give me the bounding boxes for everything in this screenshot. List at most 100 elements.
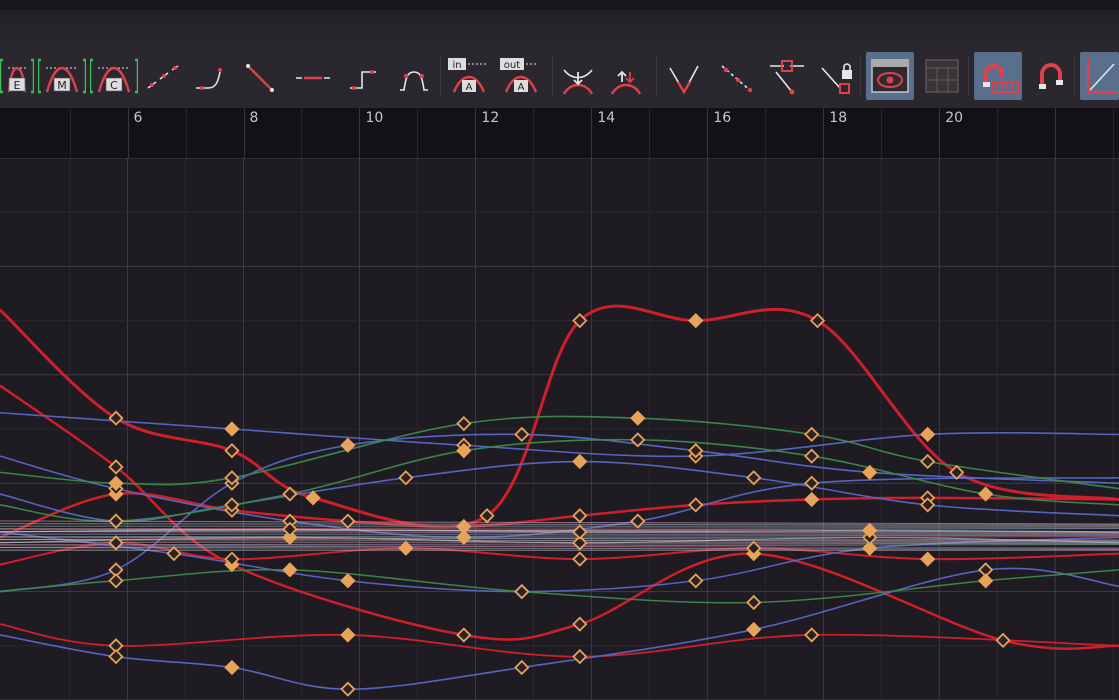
tangent-linear-button[interactable] xyxy=(240,52,280,100)
keyframe[interactable] xyxy=(688,573,704,589)
curve-blue[interactable] xyxy=(0,455,1119,539)
keyframe[interactable] xyxy=(630,432,646,448)
curve-red[interactable] xyxy=(0,492,1119,539)
keyframe[interactable] xyxy=(456,627,472,643)
keyframe[interactable] xyxy=(862,464,878,480)
keyframe[interactable] xyxy=(630,410,646,426)
time-ruler[interactable] xyxy=(0,108,1119,158)
keyframe[interactable] xyxy=(804,491,820,508)
keyframe[interactable] xyxy=(340,627,356,643)
tangent-fast-button[interactable] xyxy=(190,52,234,100)
tangents-custom-button[interactable]: C xyxy=(90,52,138,100)
keyframe[interactable] xyxy=(746,594,762,611)
snap-times-button[interactable] xyxy=(1028,52,1070,100)
keyframe[interactable] xyxy=(224,551,240,567)
keyframe[interactable] xyxy=(920,497,936,513)
keyframe[interactable] xyxy=(108,638,124,654)
keyframe[interactable] xyxy=(108,573,124,589)
keyframe[interactable] xyxy=(224,470,240,486)
tangent-constant-button[interactable] xyxy=(292,52,334,100)
curve-blue[interactable] xyxy=(0,567,1119,690)
keyframe[interactable] xyxy=(224,421,240,437)
keyframe[interactable] xyxy=(688,497,704,513)
keyframe[interactable] xyxy=(572,535,588,551)
curve-red[interactable] xyxy=(0,384,1119,650)
keyframe[interactable] xyxy=(456,529,472,546)
curve-green[interactable] xyxy=(0,568,1119,604)
keyframe[interactable] xyxy=(804,426,820,443)
keyframe[interactable] xyxy=(804,448,820,464)
keyframe[interactable] xyxy=(340,437,356,453)
curve-red[interactable] xyxy=(0,304,1119,529)
keyframe[interactable] xyxy=(920,453,936,470)
keyframe[interactable] xyxy=(108,475,124,491)
keyframe[interactable] xyxy=(340,681,356,697)
keyframe[interactable] xyxy=(514,426,530,443)
tangent-step-button[interactable] xyxy=(344,52,384,100)
keyframe[interactable] xyxy=(108,649,124,665)
show-buffer-curves-button[interactable] xyxy=(866,52,914,100)
keyframe[interactable] xyxy=(572,649,588,665)
keyframe[interactable] xyxy=(920,551,936,567)
keyframe[interactable] xyxy=(688,312,704,329)
keyframe[interactable] xyxy=(456,518,472,535)
curve-blue[interactable] xyxy=(0,460,1119,523)
normalize-curves-button[interactable] xyxy=(1080,52,1119,100)
keyframe[interactable] xyxy=(572,508,588,524)
curve-blue[interactable] xyxy=(0,411,1119,458)
keyframe[interactable] xyxy=(479,508,495,524)
keyframe[interactable] xyxy=(456,443,472,459)
keyframe[interactable] xyxy=(224,497,240,513)
keyframe[interactable] xyxy=(630,513,646,529)
keyframe[interactable] xyxy=(804,475,820,491)
tangents-mixed-button[interactable]: M xyxy=(38,52,86,100)
keyframe[interactable] xyxy=(456,415,472,432)
keyframe[interactable] xyxy=(862,522,878,538)
keyframe[interactable] xyxy=(282,521,298,537)
break-tangents-button[interactable] xyxy=(558,52,598,100)
key-lock-tangent-button[interactable] xyxy=(818,52,856,100)
keyframe[interactable] xyxy=(398,540,414,556)
tangents-auto-clamp-button[interactable]: E xyxy=(0,52,34,100)
keyframe[interactable] xyxy=(282,529,298,546)
keyframe[interactable] xyxy=(282,562,298,578)
keyframe[interactable] xyxy=(804,627,820,643)
keyframe[interactable] xyxy=(108,562,124,578)
keyframe[interactable] xyxy=(978,562,994,578)
keyframe[interactable] xyxy=(514,583,530,600)
keyframe[interactable] xyxy=(862,540,878,556)
keyframe[interactable] xyxy=(224,659,240,676)
tangent-out-button[interactable]: out A xyxy=(498,52,544,100)
tangent-auto-button[interactable] xyxy=(142,52,182,100)
tangent-in-button[interactable]: in A xyxy=(446,52,492,100)
keyframe[interactable] xyxy=(978,486,994,502)
keyframe[interactable] xyxy=(108,535,124,551)
keyframe[interactable] xyxy=(688,443,704,459)
keyframe[interactable] xyxy=(340,513,356,529)
unify-tangents-button[interactable] xyxy=(606,52,646,100)
keyframe[interactable] xyxy=(108,459,124,475)
keyframe[interactable] xyxy=(282,486,298,502)
keyframe[interactable] xyxy=(340,573,356,589)
keyframe[interactable] xyxy=(809,312,826,329)
keyframe[interactable] xyxy=(995,632,1011,649)
keyframe[interactable] xyxy=(166,546,182,562)
snap-values-button[interactable] xyxy=(974,52,1022,100)
keyframe[interactable] xyxy=(108,513,124,529)
keyframe[interactable] xyxy=(978,573,994,589)
keyframe[interactable] xyxy=(572,453,588,470)
keyframe[interactable] xyxy=(746,540,762,556)
key-smooth-button[interactable] xyxy=(716,52,758,100)
keyframe[interactable] xyxy=(108,410,124,426)
keyframe[interactable] xyxy=(746,621,762,638)
keyframe[interactable] xyxy=(920,426,936,443)
keyframe[interactable] xyxy=(572,524,588,540)
curve-graph-canvas[interactable] xyxy=(0,158,1119,700)
curve-green[interactable] xyxy=(0,438,1119,523)
keyframe[interactable] xyxy=(572,551,588,567)
tangent-slow-button[interactable] xyxy=(394,52,434,100)
keyframe[interactable] xyxy=(746,470,762,486)
curve-green[interactable] xyxy=(0,415,1119,490)
keyframe[interactable] xyxy=(572,312,588,329)
keyframe[interactable] xyxy=(514,659,530,676)
